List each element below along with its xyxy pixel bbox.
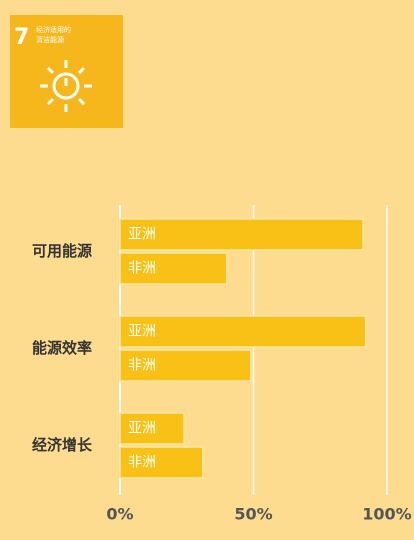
bar [119, 412, 185, 445]
badge: 7 经济适用的 清洁能源 [10, 15, 123, 128]
badge-line: 经济适用的 [36, 25, 71, 34]
bar [119, 218, 364, 251]
x-tick-label: 0% [106, 505, 133, 524]
bar-series-label: 非洲 [128, 455, 156, 471]
bar-series-label: 亚洲 [128, 421, 156, 437]
category-label: 可用能源 [32, 242, 92, 260]
bar [119, 349, 252, 382]
x-tick-label: 100% [362, 505, 411, 524]
category-label: 经济增长 [32, 436, 93, 454]
bar-series-label: 亚洲 [128, 227, 156, 243]
bar [119, 446, 204, 479]
x-tick-label: 50% [234, 505, 272, 524]
bar [119, 315, 367, 348]
bar [119, 252, 228, 285]
bar-series-label: 非洲 [128, 261, 156, 277]
badge-line: 清洁能源 [36, 35, 64, 44]
bar-series-label: 亚洲 [128, 324, 156, 340]
sun-icon [40, 60, 92, 112]
category-label: 能源效率 [32, 339, 92, 357]
badge-number: 7 [14, 25, 29, 50]
bar-series-label: 非洲 [128, 358, 156, 374]
